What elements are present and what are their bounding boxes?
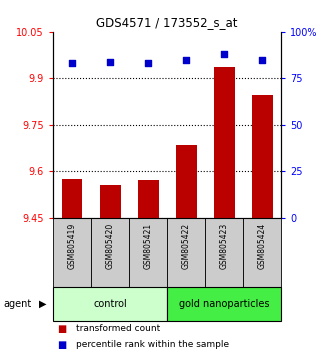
Title: GDS4571 / 173552_s_at: GDS4571 / 173552_s_at [96, 16, 238, 29]
Bar [214, 68, 235, 218]
Text: GSM805420: GSM805420 [106, 223, 115, 269]
Bar [62, 179, 82, 218]
Text: GSM805422: GSM805422 [182, 223, 191, 269]
Bar [53, 287, 167, 321]
Text: ▶: ▶ [39, 299, 47, 309]
Bar [243, 218, 281, 287]
Text: GSM805421: GSM805421 [144, 223, 153, 269]
Text: GSM805424: GSM805424 [258, 223, 267, 269]
Point [183, 57, 189, 63]
Text: percentile rank within the sample: percentile rank within the sample [76, 340, 229, 349]
Bar [53, 218, 91, 287]
Bar [167, 287, 281, 321]
Text: GSM805423: GSM805423 [220, 223, 229, 269]
Bar [138, 180, 159, 218]
Bar [205, 218, 243, 287]
Text: ■: ■ [58, 324, 67, 333]
Bar [129, 218, 167, 287]
Text: agent: agent [3, 299, 31, 309]
Point [221, 51, 227, 57]
Bar [100, 185, 120, 218]
Bar [91, 218, 129, 287]
Point [69, 61, 74, 66]
Text: gold nanoparticles: gold nanoparticles [179, 299, 269, 309]
Text: GSM805419: GSM805419 [68, 223, 76, 269]
Text: ■: ■ [58, 339, 67, 350]
Point [260, 57, 265, 63]
Bar [176, 145, 197, 218]
Bar [167, 218, 205, 287]
Point [107, 59, 113, 64]
Text: transformed count: transformed count [76, 324, 160, 333]
Bar [252, 95, 273, 218]
Text: control: control [93, 299, 127, 309]
Point [145, 61, 151, 66]
